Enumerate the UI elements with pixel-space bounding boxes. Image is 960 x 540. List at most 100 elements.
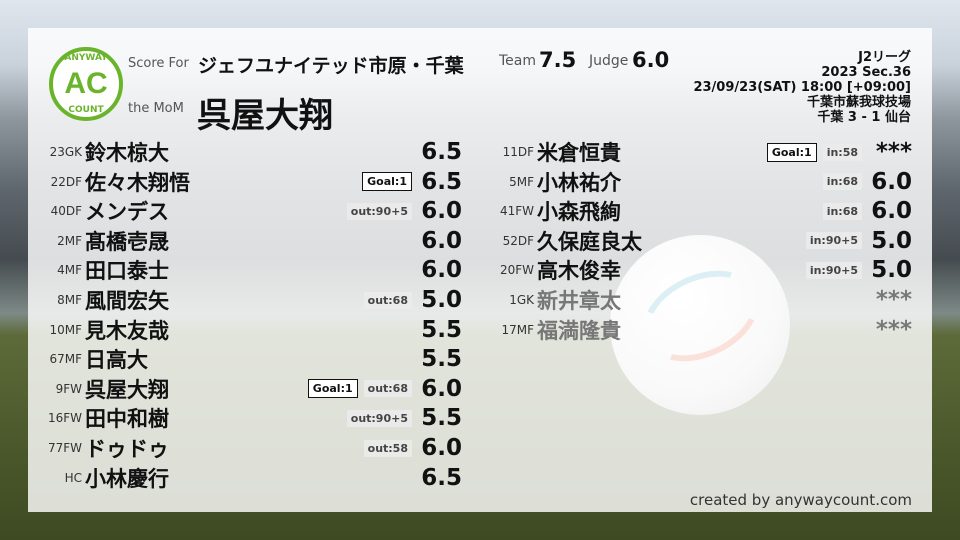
player-name: ドゥドゥ — [85, 437, 169, 461]
goal-badge: Goal:1 — [307, 379, 358, 399]
player-position: 23GK — [49, 145, 82, 159]
judge-score-label: Judge — [589, 53, 629, 69]
player-row: 17MF 福満隆貴 *** — [482, 315, 912, 345]
player-score: *** — [875, 139, 912, 165]
player-row: 41FW 小森飛絢 in:68 6.0 — [482, 196, 912, 226]
player-name: 久保庭良太 — [537, 229, 642, 254]
player-score: 6.0 — [871, 168, 912, 195]
player-name: 髙橋壱晟 — [85, 229, 169, 254]
player-row: 52DF 久保庭良太 in:90+5 5.0 — [482, 226, 912, 256]
league: J2リーグ — [858, 50, 911, 65]
datetime: 23/09/23(SAT) 18:00 [+09:00] — [693, 80, 911, 95]
player-score: 6.5 — [421, 464, 462, 491]
player-score: *** — [875, 316, 912, 343]
result: 千葉 3 - 1 仙台 — [817, 110, 911, 125]
player-score: 5.0 — [421, 287, 462, 313]
player-position: 41FW — [499, 204, 534, 219]
team-name: ジェフユナイテッド市原・千葉 — [198, 55, 464, 77]
player-row: 8MF 風間宏矢 out:68 5.0 — [30, 285, 462, 315]
player-name: 佐々木翔悟 — [85, 170, 190, 195]
player-score: 6.0 — [871, 198, 912, 225]
player-name: 福満隆貴 — [537, 318, 621, 343]
anywaycount-logo: ANYWAY AC COUNT — [49, 47, 123, 121]
player-name: 呉屋大翔 — [85, 377, 169, 402]
player-position: 11DF — [502, 145, 534, 159]
player-row: 67MF 日高大 5.5 — [30, 344, 462, 374]
mom-label: the MoM — [128, 101, 184, 116]
player-row: 16FW 田中和樹 out:90+5 5.5 — [30, 403, 462, 433]
player-position: 17MF — [501, 322, 534, 337]
player-row: 22DF 佐々木翔悟 Goal:1 6.5 — [30, 167, 462, 197]
player-row: 11DF 米倉恒貴 Goal:1 in:58 *** — [482, 137, 912, 167]
sub-time-badge: out:90+5 — [346, 409, 412, 427]
sub-time-badge: in:68 — [822, 202, 862, 220]
player-row: 9FW 呉屋大翔 Goal:1 out:68 6.0 — [30, 374, 462, 404]
player-name: 風間宏矢 — [85, 289, 169, 313]
logo-ac-text: AC — [64, 67, 108, 100]
player-score: 6.5 — [421, 139, 462, 165]
sub-time-badge: in:90+5 — [805, 232, 862, 250]
player-position: 22DF — [50, 174, 82, 189]
player-score: 6.0 — [421, 198, 462, 225]
player-score: 6.5 — [421, 168, 462, 195]
player-position: 67MF — [49, 352, 82, 367]
venue: 千葉市蘇我球技場 — [806, 95, 911, 110]
player-score: 6.0 — [421, 435, 462, 461]
goal-badge: Goal:1 — [766, 142, 817, 162]
player-position: HC — [64, 470, 82, 485]
player-name: 小林慶行 — [85, 466, 169, 491]
player-position: 8MF — [57, 293, 82, 307]
player-score: *** — [875, 287, 912, 313]
player-score: 5.0 — [871, 257, 912, 284]
section: 2023 Sec.36 — [821, 65, 911, 80]
player-name: 小林祐介 — [537, 170, 621, 195]
player-score: 5.5 — [421, 346, 462, 373]
sub-time-badge: out:58 — [363, 439, 412, 457]
player-name: 鈴木椋大 — [85, 141, 169, 165]
player-score: 6.0 — [421, 227, 462, 254]
player-name: 見木友哉 — [85, 318, 169, 343]
sub-time-badge: out:68 — [363, 291, 412, 309]
player-score: 5.5 — [421, 405, 462, 432]
player-row: 40DF メンデス out:90+5 6.0 — [30, 196, 462, 226]
sub-time-badge: out:68 — [363, 380, 412, 398]
player-name: 田中和樹 — [85, 407, 169, 432]
sub-time-badge: in:58 — [822, 143, 862, 161]
player-row: 1GK 新井章太 *** — [482, 285, 912, 315]
player-position: 5MF — [509, 174, 534, 189]
player-position: 9FW — [55, 381, 82, 396]
player-row: 10MF 見木友哉 5.5 — [30, 315, 462, 345]
player-position: 10MF — [49, 322, 82, 337]
player-position: 4MF — [57, 263, 82, 278]
mom-player: 呉屋大翔 — [197, 96, 333, 136]
player-row: 5MF 小林祐介 in:68 6.0 — [482, 167, 912, 197]
player-row: HC 小林慶行 6.5 — [30, 463, 462, 493]
player-score: 6.0 — [421, 375, 462, 402]
player-position: 52DF — [502, 233, 534, 248]
player-name: 小森飛絢 — [537, 200, 621, 225]
player-name: 日高大 — [85, 348, 148, 373]
goal-badge: Goal:1 — [362, 172, 412, 192]
player-position: 77FW — [47, 441, 82, 455]
player-name: 米倉恒貴 — [537, 141, 621, 165]
player-score: 5.5 — [421, 316, 462, 343]
team-score-label: Team — [499, 53, 537, 69]
player-position: 40DF — [50, 204, 82, 219]
player-position: 16FW — [47, 411, 82, 426]
sub-time-badge: in:68 — [822, 173, 862, 191]
player-row: 4MF 田口泰士 6.0 — [30, 255, 462, 285]
player-position: 1GK — [509, 293, 534, 307]
logo-top-text: ANYWAY — [64, 53, 108, 63]
player-row: 20FW 高木俊幸 in:90+5 5.0 — [482, 255, 912, 285]
player-score: 6.0 — [421, 257, 462, 284]
team-score: 7.5 — [539, 48, 577, 72]
sub-time-badge: out:90+5 — [346, 202, 412, 220]
player-position: 2MF — [57, 233, 82, 248]
sub-time-badge: in:90+5 — [805, 261, 862, 279]
player-row: 2MF 髙橋壱晟 6.0 — [30, 226, 462, 256]
player-score: 5.0 — [871, 227, 912, 254]
match-info: J2リーグ 2023 Sec.36 23/09/23(SAT) 18:00 [+… — [693, 50, 911, 125]
player-name: 高木俊幸 — [537, 259, 621, 284]
logo-bottom-text: COUNT — [68, 105, 104, 115]
score-for-label: Score For — [128, 56, 189, 71]
